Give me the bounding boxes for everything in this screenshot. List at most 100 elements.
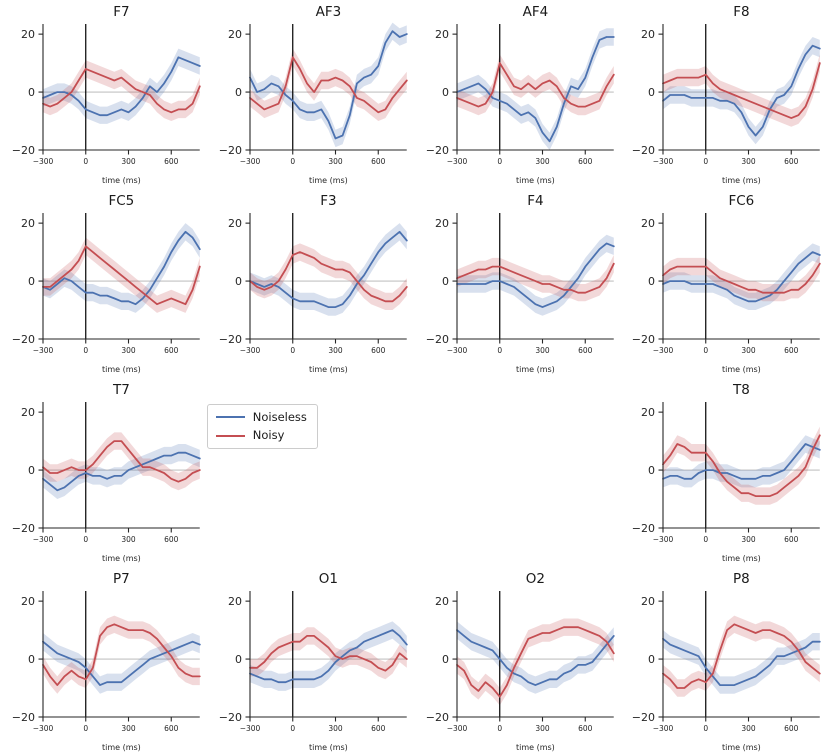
noisy-band bbox=[456, 618, 614, 706]
x-tick-label: −300 bbox=[653, 724, 674, 733]
y-tick-label: 0 bbox=[235, 653, 242, 666]
legend-item-noisy: Noisy bbox=[215, 428, 307, 443]
noisy-line bbox=[248, 251, 408, 303]
noisy-line bbox=[455, 62, 615, 108]
noisy-line bbox=[248, 635, 408, 672]
x-tick-label: 600 bbox=[164, 157, 179, 166]
x-tick-label: 600 bbox=[784, 157, 799, 166]
subplot-af3: −20 0 20 −300 0 300 600 time (ms) AF3 bbox=[207, 0, 414, 189]
x-tick-label: 0 bbox=[704, 157, 709, 166]
subplot-f8: −20 0 20 −300 0 300 600 time (ms) F8 bbox=[620, 0, 827, 189]
subplot-fc5: −20 0 20 −300 0 300 600 time (ms) FC5 bbox=[0, 189, 207, 378]
subplot-title: F7 bbox=[113, 4, 129, 20]
noisy-line bbox=[42, 68, 201, 114]
x-axis-label: time (ms) bbox=[309, 176, 348, 185]
subplot-canvas-f4: −20 0 20 −300 0 300 600 time (ms) F4 bbox=[425, 193, 615, 374]
x-tick-label: 0 bbox=[83, 157, 88, 166]
subplot-title: AF4 bbox=[522, 4, 548, 20]
noiseless-band bbox=[249, 223, 407, 316]
x-tick-label: 0 bbox=[83, 535, 88, 544]
subplot-title: P8 bbox=[733, 571, 750, 587]
x-axis-label: time (ms) bbox=[102, 743, 141, 752]
subplot-p8: −20 0 20 −300 0 300 600 time (ms) P8 bbox=[620, 567, 827, 756]
x-tick-label: 600 bbox=[578, 346, 593, 355]
legend-label-noisy: Noisy bbox=[252, 428, 285, 443]
noisy-line bbox=[42, 245, 201, 306]
x-axis-label: time (ms) bbox=[515, 743, 554, 752]
x-tick-label: 600 bbox=[784, 535, 799, 544]
subplot-af4: −20 0 20 −300 0 300 600 time (ms) AF4 bbox=[414, 0, 621, 189]
y-tick-label: 0 bbox=[648, 86, 655, 99]
x-axis-label: time (ms) bbox=[102, 365, 141, 374]
subplot-canvas-af4: −20 0 20 −300 0 300 600 time (ms) AF4 bbox=[425, 4, 615, 185]
x-tick-label: 600 bbox=[164, 724, 179, 733]
y-tick-label: 20 bbox=[21, 595, 35, 608]
y-tick-label: 0 bbox=[648, 464, 655, 477]
x-axis-label: time (ms) bbox=[722, 743, 761, 752]
y-tick-label: 20 bbox=[435, 28, 449, 41]
x-tick-label: 600 bbox=[578, 157, 593, 166]
x-axis-label: time (ms) bbox=[722, 554, 761, 563]
y-tick-label: −20 bbox=[632, 711, 655, 724]
x-tick-label: 0 bbox=[497, 724, 502, 733]
x-tick-label: 300 bbox=[121, 346, 136, 355]
subplot-f7: −20 0 20 −300 0 300 600 time (ms) F7 bbox=[0, 0, 207, 189]
y-tick-label: 0 bbox=[235, 86, 242, 99]
y-tick-label: −20 bbox=[632, 144, 655, 157]
noiseless-band bbox=[456, 28, 614, 150]
y-tick-label: 20 bbox=[228, 28, 242, 41]
legend-line-swatch-noisy bbox=[215, 434, 245, 437]
subplot-canvas-t8: −20 0 20 −300 0 300 600 time (ms) T8 bbox=[632, 382, 821, 563]
x-tick-label: 0 bbox=[704, 346, 709, 355]
y-tick-label: 0 bbox=[28, 86, 35, 99]
noiseless-line bbox=[248, 230, 408, 308]
subplot-title: F3 bbox=[320, 193, 336, 209]
y-tick-label: −20 bbox=[219, 333, 242, 346]
x-tick-label: −300 bbox=[33, 724, 54, 733]
x-tick-label: −300 bbox=[33, 157, 54, 166]
subplot-p7: −20 0 20 −300 0 300 600 time (ms) P7 bbox=[0, 567, 207, 756]
x-tick-label: 300 bbox=[121, 535, 136, 544]
y-tick-label: 0 bbox=[442, 275, 449, 288]
noiseless-line bbox=[248, 629, 408, 684]
subplot-f4: −20 0 20 −300 0 300 600 time (ms) F4 bbox=[414, 189, 621, 378]
x-tick-label: −300 bbox=[239, 157, 260, 166]
noisy-line bbox=[42, 623, 201, 686]
subplot-title: T7 bbox=[112, 382, 130, 398]
subplot-t7: −20 0 20 −300 0 300 600 time (ms) T7 bbox=[0, 378, 207, 567]
x-tick-label: −300 bbox=[653, 346, 674, 355]
noisy-line bbox=[42, 440, 201, 483]
x-axis-label: time (ms) bbox=[722, 176, 761, 185]
subplot-canvas-f8: −20 0 20 −300 0 300 600 time (ms) F8 bbox=[632, 4, 821, 185]
noiseless-line bbox=[42, 640, 201, 686]
x-axis-label: time (ms) bbox=[102, 554, 141, 563]
noiseless-line bbox=[662, 251, 821, 303]
y-tick-label: −20 bbox=[12, 333, 35, 346]
y-tick-label: −20 bbox=[632, 333, 655, 346]
x-tick-label: 0 bbox=[83, 724, 88, 733]
noisy-band bbox=[43, 615, 200, 694]
x-tick-label: 600 bbox=[371, 157, 386, 166]
subplot-f3: −20 0 20 −300 0 300 600 time (ms) F3 bbox=[207, 189, 414, 378]
noiseless-line bbox=[42, 230, 201, 306]
y-tick-label: 20 bbox=[21, 28, 35, 41]
x-tick-label: 300 bbox=[742, 724, 757, 733]
x-tick-label: 300 bbox=[742, 157, 757, 166]
y-tick-label: −20 bbox=[219, 144, 242, 157]
x-tick-label: 600 bbox=[784, 724, 799, 733]
noisy-band bbox=[249, 627, 407, 680]
legend-line-swatch-noiseless bbox=[215, 416, 245, 419]
y-tick-label: 0 bbox=[235, 275, 242, 288]
subplot-title: P7 bbox=[113, 571, 130, 587]
x-tick-label: 0 bbox=[497, 157, 502, 166]
x-tick-label: 300 bbox=[121, 157, 136, 166]
noiseless-band bbox=[663, 435, 821, 488]
x-tick-label: 0 bbox=[290, 157, 295, 166]
y-tick-label: 20 bbox=[435, 595, 449, 608]
x-axis-label: time (ms) bbox=[102, 176, 141, 185]
y-tick-label: 20 bbox=[21, 406, 35, 419]
subplot-title: F4 bbox=[527, 193, 543, 209]
y-tick-label: −20 bbox=[12, 144, 35, 157]
